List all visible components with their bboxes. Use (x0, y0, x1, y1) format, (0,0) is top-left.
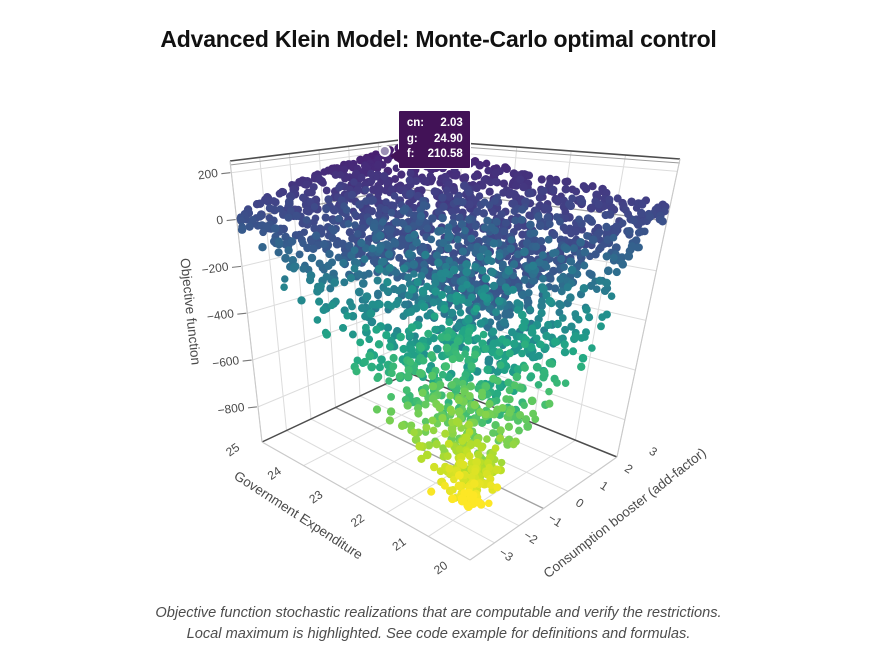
svg-text:3: 3 (647, 444, 660, 460)
svg-text:0: 0 (216, 213, 225, 228)
figure-title: Advanced Klein Model: Monte-Carlo optima… (160, 26, 717, 52)
scatter-points[interactable] (236, 141, 670, 512)
tooltip-row-f: f: 210.58 (407, 147, 463, 163)
tooltip-row-cn: cn: 2.03 (407, 116, 463, 132)
svg-text:−600: −600 (211, 353, 240, 371)
svg-text:−800: −800 (217, 400, 246, 418)
hover-tooltip: cn: 2.03 g: 24.90 f: 210.58 (389, 110, 471, 169)
tooltip-label-f: f: (406, 148, 415, 161)
svg-text:−2: −2 (521, 528, 540, 547)
svg-text:1: 1 (598, 478, 611, 494)
tooltip-label-g: g: (406, 132, 418, 145)
svg-text:−1: −1 (546, 511, 565, 530)
svg-text:21: 21 (390, 534, 409, 553)
x-axis-title: Government Expenditure (231, 468, 365, 562)
caption-line-2: Local maximum is highlighted. See code e… (186, 626, 691, 642)
svg-text:200: 200 (197, 166, 219, 183)
svg-text:20: 20 (431, 558, 450, 577)
z-axis-title: Objective function (177, 257, 203, 365)
svg-text:−3: −3 (497, 545, 516, 564)
svg-text:24: 24 (265, 464, 284, 483)
svg-text:25: 25 (223, 440, 242, 459)
svg-text:22: 22 (348, 511, 367, 530)
y-axis-title: Consumption booster (add-factor) (541, 445, 709, 581)
tooltip-value-f: 210.58 (427, 148, 463, 161)
highlighted-max-marker[interactable] (378, 145, 391, 157)
tooltip-value-g: 24.90 (434, 132, 463, 145)
svg-text:−200: −200 (201, 259, 230, 277)
figure-caption: Objective function stochastic realizatio… (0, 603, 877, 645)
tooltip-label-cn: cn: (406, 117, 425, 130)
tooltip-row-g: g: 24.90 (407, 132, 463, 148)
svg-text:0: 0 (573, 495, 586, 511)
svg-text:2: 2 (622, 461, 635, 477)
svg-text:23: 23 (306, 487, 325, 506)
svg-text:−400: −400 (206, 306, 235, 324)
caption-line-1: Objective function stochastic realizatio… (155, 605, 722, 621)
tooltip-value-cn: 2.03 (440, 117, 463, 130)
